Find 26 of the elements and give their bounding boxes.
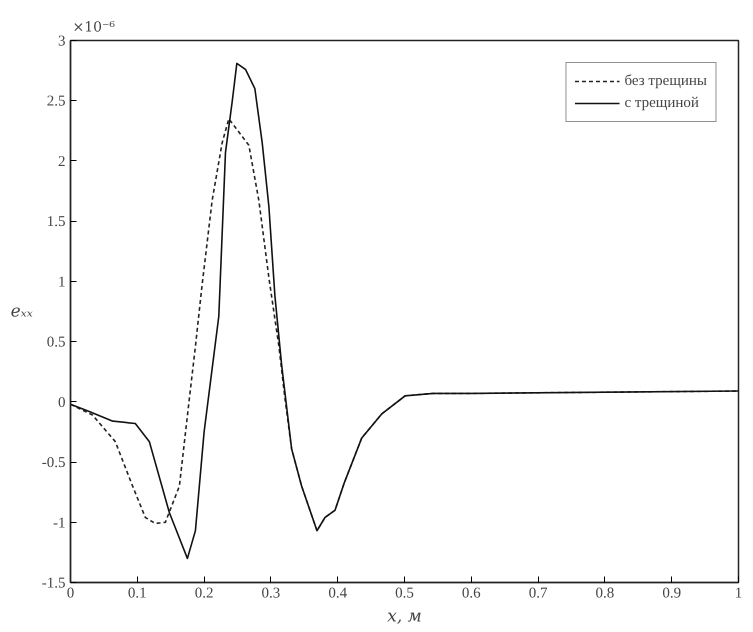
x-tick-label: 0.5 <box>395 586 414 602</box>
y-tick-label: 2 <box>58 154 66 170</box>
x-tick-label: 0.4 <box>328 586 348 602</box>
y-tick-label: 1 <box>58 274 66 290</box>
x-tick-label: 0.1 <box>128 586 147 602</box>
x-tick-label: 1 <box>734 586 742 602</box>
y-axis-title: eₓₓ <box>10 302 33 322</box>
line-series <box>70 62 738 560</box>
x-tick-label: 0.3 <box>262 586 280 602</box>
y-tick-label: -1.5 <box>42 576 66 592</box>
x-axis-title: x, м <box>387 606 422 626</box>
x-tick-label: 0.6 <box>462 586 482 602</box>
x-tick-label: 0.9 <box>662 586 682 602</box>
y-tick-label: -0.5 <box>42 455 66 472</box>
y-tick-label: 2.5 <box>46 94 66 110</box>
y-tick-label: 0.5 <box>46 334 66 351</box>
text: ×10⁻⁶ <box>72 20 116 36</box>
x-tick-label: 0.7 <box>528 586 548 602</box>
y-tick-label: -1 <box>53 515 66 532</box>
legend-label: без трещины <box>624 72 707 90</box>
y-tick-label: 0 <box>58 394 66 411</box>
y-tick-label: 3 <box>58 34 66 50</box>
x-tick-label: 0.8 <box>596 586 614 602</box>
legend-label: с трещиной <box>624 94 699 112</box>
x-tick-label: 0.2 <box>194 586 214 602</box>
y-tick-label: 1.5 <box>46 214 66 230</box>
